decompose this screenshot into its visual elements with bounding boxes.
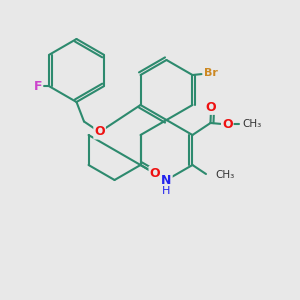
Text: O: O <box>222 118 232 131</box>
Text: Br: Br <box>204 68 218 79</box>
Text: O: O <box>94 125 105 139</box>
Text: F: F <box>34 80 42 93</box>
Text: O: O <box>149 167 160 180</box>
Text: CH₃: CH₃ <box>215 170 234 181</box>
Text: O: O <box>206 101 216 114</box>
Text: CH₃: CH₃ <box>242 119 262 130</box>
Text: H: H <box>162 185 170 196</box>
Text: N: N <box>161 173 172 187</box>
